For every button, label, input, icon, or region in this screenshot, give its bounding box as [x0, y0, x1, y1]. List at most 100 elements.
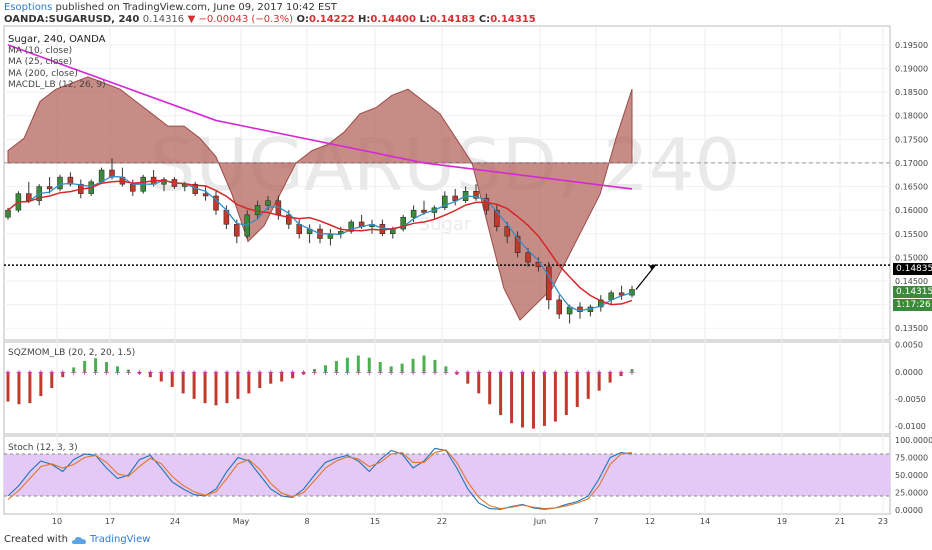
squeeze-dot: +	[16, 368, 23, 377]
tradingview-brand-link[interactable]: TradingView	[89, 534, 151, 545]
squeeze-dot: +	[92, 368, 99, 377]
squeeze-dot: +	[344, 368, 351, 377]
squeeze-bar	[553, 371, 557, 422]
x-tick-label: Jun	[533, 517, 547, 526]
y-tick-label: 0.18000	[895, 112, 928, 121]
squeeze-dot: +	[563, 368, 570, 377]
y-tick-label: 0.18500	[895, 88, 928, 97]
squeeze-bar	[542, 371, 546, 426]
squeeze-y-tick: -0.0050	[895, 395, 926, 404]
squeeze-bar	[170, 371, 174, 387]
x-tick-label: 10	[52, 517, 62, 526]
squeeze-bar	[499, 371, 503, 416]
squeeze-bar	[280, 371, 284, 382]
squeeze-bar	[313, 369, 317, 372]
squeeze-dot: +	[432, 368, 439, 377]
x-tick-label: 22	[437, 517, 447, 526]
squeeze-bar	[225, 371, 229, 404]
squeeze-bar	[378, 362, 382, 372]
legend-ma25[interactable]: MA (25, close)	[8, 57, 73, 67]
ohlc-close-label: C:	[478, 14, 491, 25]
squeeze-dot: +	[191, 368, 198, 377]
x-tick-label: 8	[304, 517, 309, 526]
created-with-text: Created with	[4, 534, 68, 545]
squeeze-y-tick: 0.0050	[895, 341, 923, 350]
legend-macd[interactable]: MACDL_LB (12, 26, 9)	[8, 80, 106, 90]
squeeze-legend[interactable]: SQZMOM_LB (20, 2, 20, 1.5)	[8, 348, 136, 358]
squeeze-dot: +	[475, 368, 482, 377]
squeeze-dot: +	[410, 368, 417, 377]
squeeze-dot: +	[486, 368, 493, 377]
squeeze-bar	[400, 363, 404, 372]
indicator-legend: Sugar, 240, OANDA MA (10, close) MA (25,…	[8, 34, 106, 92]
x-tick-label: 12	[645, 517, 655, 526]
stoch-band	[4, 454, 890, 496]
y-tick-label: 0.19000	[895, 64, 928, 73]
squeeze-dot: +	[81, 368, 88, 377]
squeeze-dot: +	[114, 368, 121, 377]
squeeze-bar	[181, 371, 185, 394]
squeeze-bar	[214, 371, 218, 406]
candle-body	[556, 299, 562, 315]
squeeze-dot: +	[629, 368, 636, 377]
publish-line: Esoptions published on TradingView.com, …	[4, 2, 337, 13]
candle-body	[46, 186, 53, 190]
candle-body	[452, 195, 458, 201]
squeeze-dot: +	[169, 368, 176, 377]
author-link[interactable]: Esoptions	[4, 2, 53, 13]
squeeze-bar	[521, 371, 525, 428]
squeeze-dot: +	[278, 368, 285, 377]
squeeze-dot: +	[388, 368, 395, 377]
squeeze-bar	[510, 371, 514, 424]
ma200-line	[7, 44, 633, 190]
squeeze-dot: +	[497, 368, 504, 377]
squeeze-dot: +	[59, 368, 66, 377]
stoch-y-tick: 100.0000	[895, 436, 932, 445]
squeeze-y-tick: 0.0000	[895, 368, 923, 377]
candle-body	[390, 228, 396, 235]
squeeze-dot: +	[103, 368, 110, 377]
squeeze-bar	[455, 371, 459, 375]
footer: Created with TradingView	[4, 534, 150, 545]
squeeze-bar	[389, 366, 393, 372]
candle-body	[98, 169, 105, 183]
y-tick-label: 0.19500	[895, 41, 928, 50]
squeeze-bar	[433, 359, 437, 372]
squeeze-bar	[367, 357, 371, 372]
x-tick-label: 21	[835, 517, 845, 526]
stoch-legend[interactable]: Stoch (12, 3, 3)	[8, 443, 78, 453]
legend-ma10[interactable]: MA (10, close)	[8, 45, 73, 56]
y-tick-label: 0.16000	[895, 206, 928, 215]
squeeze-dot: +	[311, 368, 318, 377]
squeeze-dot: +	[552, 368, 559, 377]
squeeze-bar	[334, 360, 338, 372]
tradingview-cloud-icon	[71, 536, 86, 544]
squeeze-bar	[466, 371, 470, 384]
squeeze-dot: +	[27, 368, 34, 377]
squeeze-dot: +	[574, 368, 581, 377]
squeeze-bar	[444, 366, 448, 372]
candle-body	[410, 209, 417, 218]
candle-body	[473, 191, 479, 199]
squeeze-dot: +	[5, 368, 12, 377]
squeeze-bar	[61, 371, 65, 378]
ticker-line: OANDA:SUGARUSD, 240 0.14316 ▼ −0.00043 (…	[4, 14, 536, 25]
squeeze-bar	[258, 371, 262, 388]
squeeze-dot: +	[508, 368, 515, 377]
candle-body	[546, 266, 552, 301]
squeeze-dot: +	[377, 368, 384, 377]
ohlc-open: 0.14222	[309, 14, 355, 25]
stoch-line-1	[7, 449, 633, 510]
candle-body	[265, 200, 271, 206]
legend-ma200[interactable]: MA (200, close)	[8, 68, 78, 79]
squeeze-dot: +	[267, 368, 274, 377]
candle-body	[514, 235, 521, 253]
candle-body	[400, 216, 406, 230]
squeeze-bar	[597, 371, 601, 391]
squeeze-dot: +	[421, 368, 428, 377]
squeeze-dot: +	[618, 368, 625, 377]
squeeze-bar	[83, 360, 87, 372]
x-tick-label: 7	[593, 517, 598, 526]
